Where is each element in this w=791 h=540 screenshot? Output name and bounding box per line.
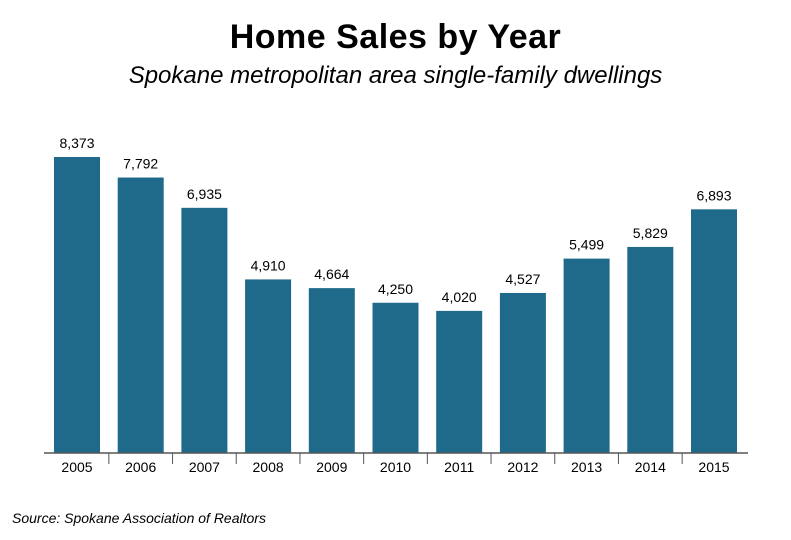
- x-tick-label-2006: 2006: [125, 459, 156, 475]
- data-label-2009: 4,664: [314, 266, 349, 282]
- x-tick-label-2012: 2012: [507, 459, 538, 475]
- data-label-2012: 4,527: [505, 271, 540, 287]
- bar-2009: [308, 288, 355, 453]
- x-tick-label-2005: 2005: [61, 459, 92, 475]
- bar-2005: [54, 157, 100, 453]
- data-label-2011: 4,020: [442, 289, 477, 305]
- data-label-2015: 6,893: [696, 187, 731, 203]
- chart-title: Home Sales by Year: [229, 18, 562, 56]
- bar-2012: [499, 292, 546, 453]
- chart-subtitle: Spokane metropolitan area single-family …: [128, 62, 663, 89]
- data-label-2010: 4,250: [378, 281, 413, 297]
- x-tick-label-2014: 2014: [635, 459, 666, 475]
- data-label-2014: 5,829: [633, 225, 668, 241]
- x-tick-label-2007: 2007: [189, 459, 220, 475]
- x-tick-label-2013: 2013: [571, 459, 602, 475]
- source-note: Source: Spokane Association of Realtors: [12, 510, 266, 526]
- bar-2008: [245, 279, 292, 453]
- bar-2013: [563, 258, 610, 453]
- bar-2015: [691, 209, 737, 453]
- data-label-2006: 7,792: [123, 156, 158, 172]
- bar-2007: [181, 207, 228, 453]
- bar-2011: [436, 310, 483, 453]
- bar-2010: [372, 302, 419, 453]
- x-tick-label-2011: 2011: [444, 459, 474, 475]
- x-tick-label-2008: 2008: [253, 459, 284, 475]
- x-tick-label-2015: 2015: [698, 459, 729, 475]
- data-label-2013: 5,499: [569, 237, 604, 253]
- x-tick-label-2009: 2009: [316, 459, 347, 475]
- data-label-2008: 4,910: [251, 257, 286, 273]
- bar-2006: [117, 177, 164, 453]
- data-label-2005: 8,373: [59, 135, 94, 151]
- x-tick-label-2010: 2010: [380, 459, 411, 475]
- data-label-2007: 6,935: [187, 186, 222, 202]
- bar-2014: [627, 246, 674, 453]
